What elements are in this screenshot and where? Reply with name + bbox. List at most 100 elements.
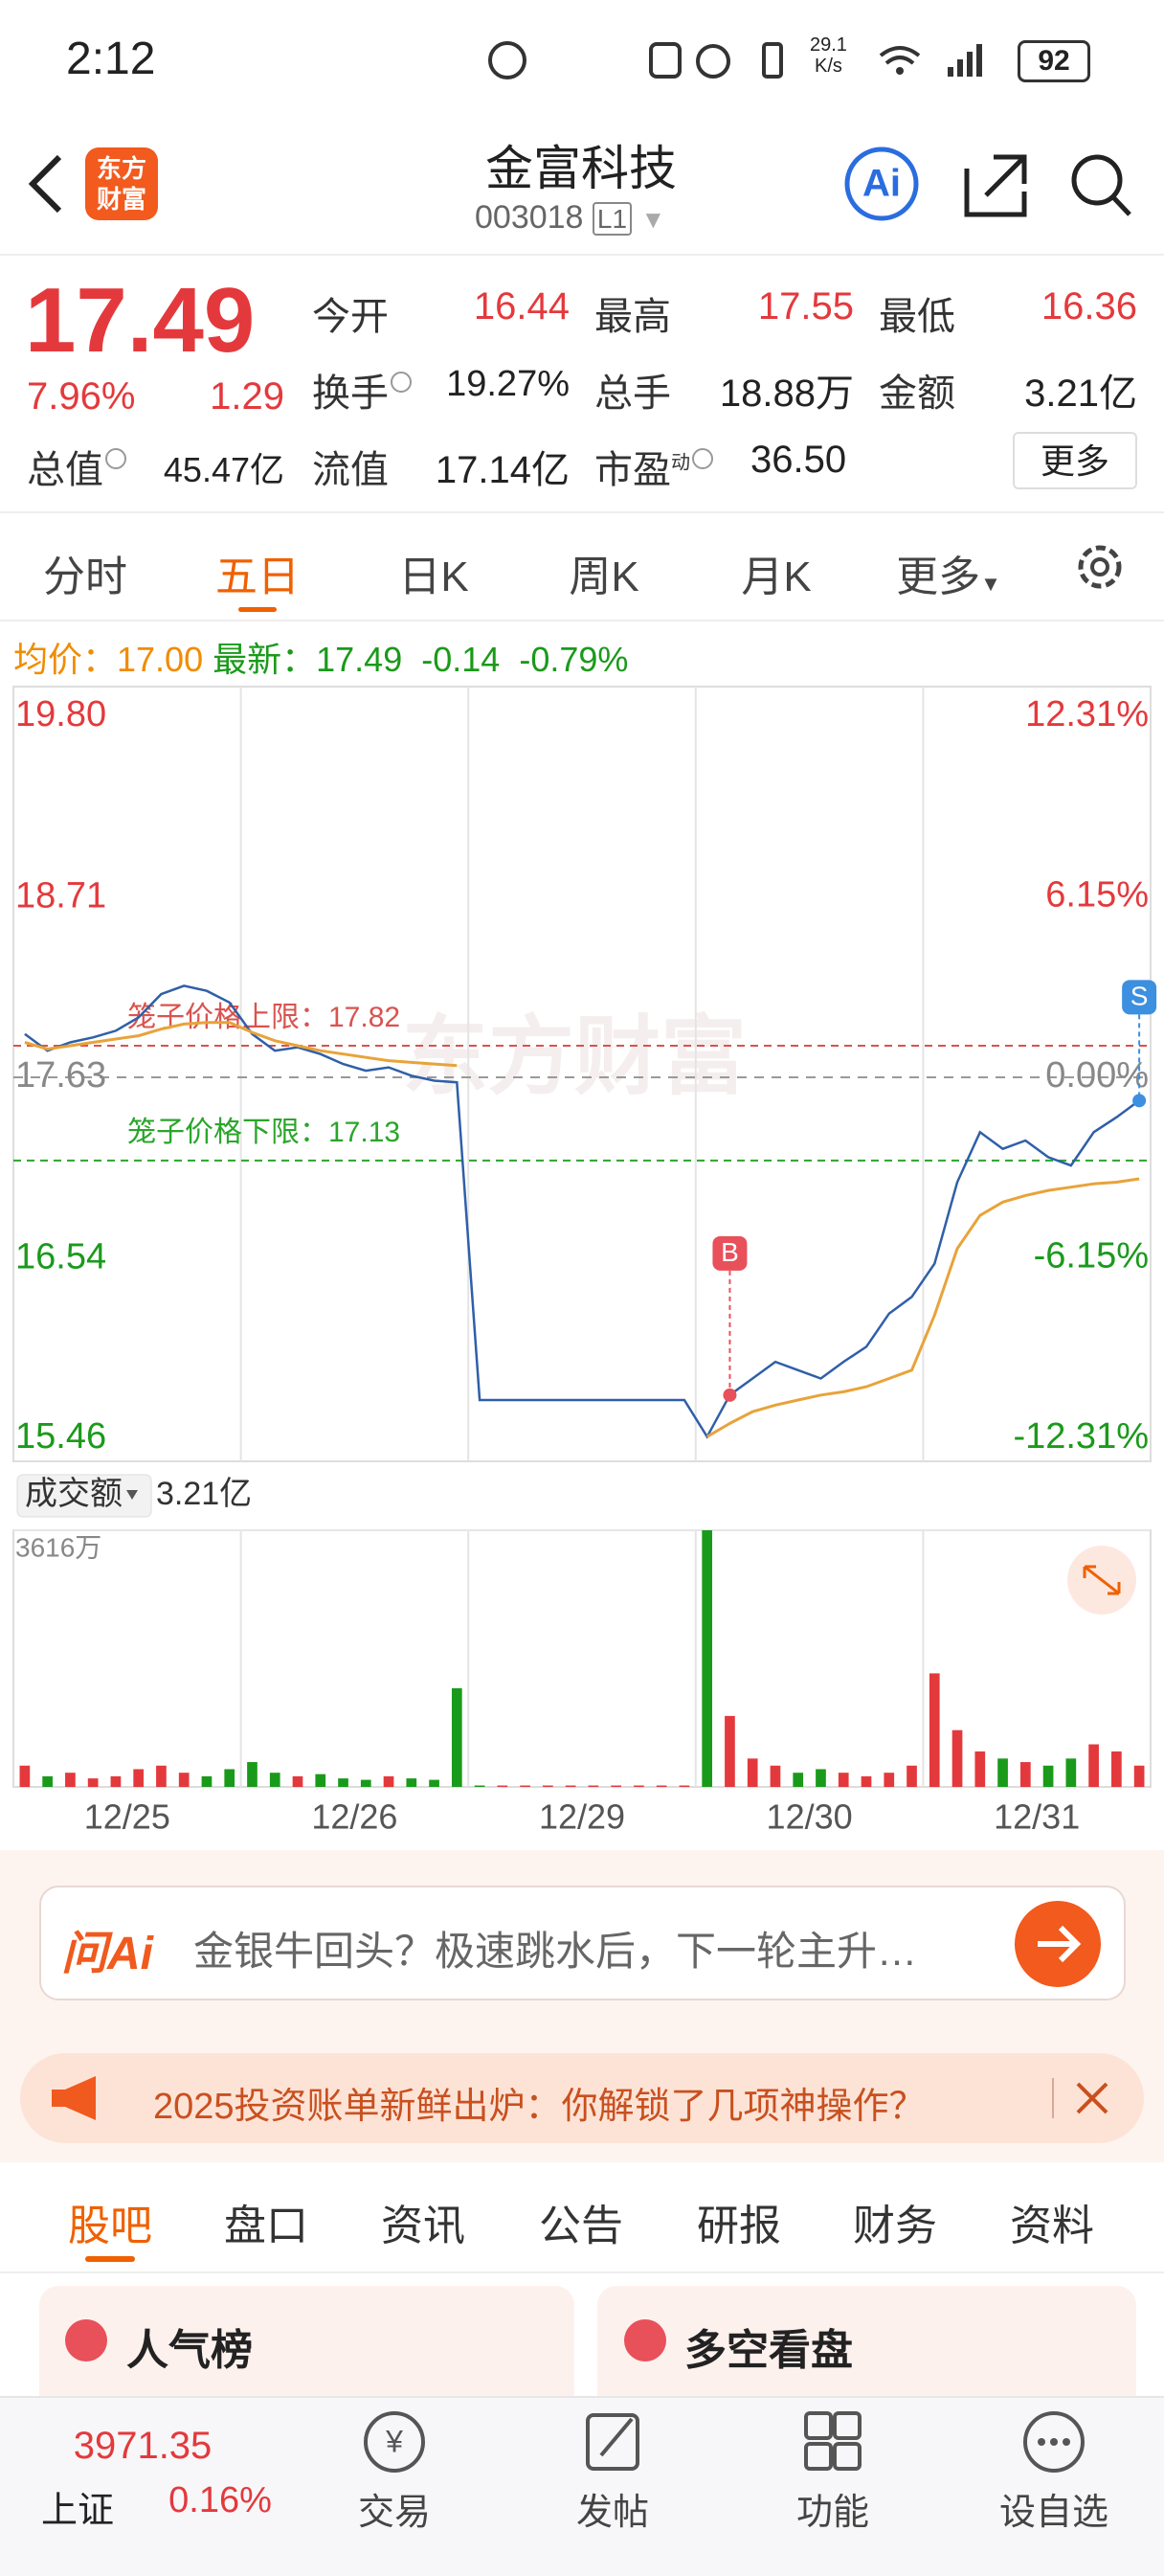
header-icons[interactable]: Ai [842,146,1149,222]
field-label: 总手 [594,373,671,415]
volume-bar [588,1785,599,1787]
chart: 东方财富 19.80 12.31% 18.71 6.15% 17.63 0.00% 16.5… [12,686,1157,1837]
tab-underline [238,607,277,612]
section-tab-active[interactable]: 股吧 [68,2203,152,2249]
volume-bar [19,1765,31,1787]
time: 2:12 [66,34,156,84]
nav-item[interactable]: 发帖 [575,2493,650,2533]
expand-icon [1083,1565,1121,1595]
volume-bar [315,1774,326,1787]
info-line: 均价：17.00 最新：17.49 -0.14 -0.79% [13,632,628,682]
speed-unit: K/s [815,56,842,77]
settings[interactable] [1071,538,1129,596]
marker-box [712,1235,748,1271]
level: L1 [592,202,633,236]
tab[interactable]: 更多▼ [896,554,1001,600]
marker-label: B [721,1237,739,1267]
avg-label: 均价： [13,640,118,679]
volume-bar [42,1775,53,1787]
volume-bar [1088,1744,1099,1787]
y2-tick-label: 12.31% [1025,694,1149,734]
volume-total: 3.21亿 [156,1476,252,1512]
field-label: 流值 [312,449,389,491]
tab[interactable]: 周K [569,554,639,600]
tab[interactable]: 日K [398,554,469,600]
volume-bar [110,1775,122,1787]
tab[interactable]: 分时 [43,554,127,600]
banner[interactable] [20,2053,1144,2143]
section-tab[interactable]: 盘口 [224,2203,308,2249]
stock-name: 金富科技 [485,142,677,195]
volume-bar [679,1785,690,1787]
stock-code: 003018 L1 ▼ [475,199,666,236]
volume-bar [907,1765,917,1787]
x-tick-label: 12/25 [84,1797,170,1837]
tab-label: 更多 [896,554,981,600]
volume-bar [178,1773,190,1787]
field-label: 总值 [27,449,103,491]
volume-bar [406,1778,417,1787]
volume-bar [1133,1765,1145,1787]
volume-bar [497,1785,508,1787]
change-pct: 7.96% [27,375,136,418]
volume-frame [12,1529,1152,1788]
speed: 29.1 [810,34,847,56]
limit-name: 笼子价格下限： [127,1117,328,1148]
price: 17.49 [25,269,256,372]
volume-bar [611,1785,621,1787]
nav-item[interactable]: 交易 [357,2493,432,2533]
section-tab[interactable]: 财务 [853,2203,937,2249]
ai-send[interactable] [1013,1899,1103,1989]
y2-tick-label: 0.00% [1045,1055,1149,1096]
banner-close[interactable] [1043,2074,1120,2122]
code: 003018 [475,199,584,236]
limit-value: 17.13 [328,1117,400,1148]
more-button[interactable]: 更多 [1013,432,1137,489]
field-label: 金额 [879,373,955,415]
nav-item[interactable]: 功能 [795,2493,870,2533]
volume-bar [269,1773,280,1787]
volume-bar [702,1530,713,1787]
y2-tick-label: -6.15% [1034,1235,1149,1276]
index-name: 上证 [40,2491,115,2531]
y-tick-label: 17.63 [15,1055,106,1096]
back[interactable] [27,153,65,215]
nav-item[interactable]: 设自选 [998,2493,1109,2533]
x-tick-label: 12/26 [311,1797,397,1837]
field-label: 最高 [594,296,671,338]
series-line [24,1021,1140,1438]
volume-bar [520,1785,530,1787]
ai-prompt: 金银牛回头？极速跳水后，下一轮主升… [193,1929,918,1974]
volume-label-box [16,1474,152,1518]
avg: 17.00 [117,640,204,679]
volume-bar [884,1773,895,1787]
volume-bar [451,1687,462,1787]
section-tab[interactable]: 资讯 [381,2203,465,2249]
marker-label: S [1130,982,1149,1011]
field-value: 3.21亿 [1024,373,1137,415]
volume-bar [838,1773,849,1787]
volume-bar [87,1778,99,1787]
info-icon [105,447,126,469]
y-tick-label: 19.80 [15,694,106,734]
x-tick-label: 12/31 [994,1797,1080,1837]
field-value: 17.14亿 [435,449,570,491]
tab-active[interactable]: 五日 [215,554,300,600]
index-pct: 0.16% [168,2480,272,2520]
volume-bar [770,1765,781,1787]
volume-bar [474,1785,485,1787]
section-tab[interactable]: 资料 [1010,2203,1094,2249]
section-tab[interactable]: 研报 [697,2203,781,2249]
section-tab[interactable]: 公告 [539,2203,623,2249]
limit-value: 17.82 [328,1002,400,1033]
latest: 17.49 [316,640,403,679]
ai-box[interactable] [39,1886,1126,2000]
tab[interactable]: 月K [741,554,812,600]
field-label: 最低 [879,296,955,338]
volume-bar [383,1775,394,1787]
card-icon [65,2319,107,2361]
card-title: 人气榜 [126,2327,253,2374]
volume-bar [201,1775,213,1787]
index-value: 3971.35 [73,2425,213,2467]
